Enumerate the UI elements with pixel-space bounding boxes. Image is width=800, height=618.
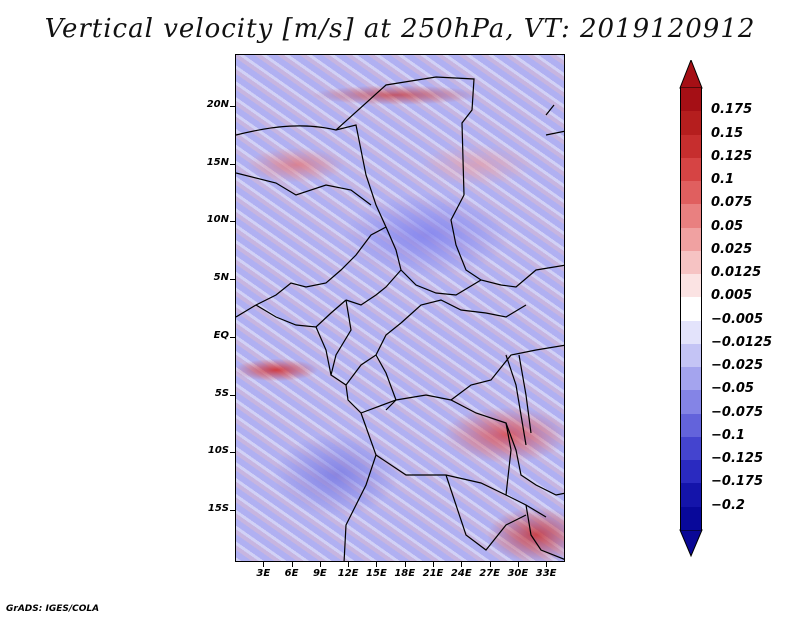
colorbar-swatch — [680, 413, 702, 438]
colorbar-label: −0.125 — [711, 451, 764, 467]
colorbar-label: −0.175 — [711, 474, 764, 490]
lat-tick-label: 15N — [206, 156, 229, 168]
colorbar-label: 0.1 — [711, 172, 735, 188]
lon-tick-mark — [546, 562, 548, 567]
lat-tick-label: 15S — [207, 503, 229, 515]
lon-tick-mark — [263, 562, 265, 567]
lon-tick-mark — [291, 562, 293, 567]
colorbar-swatch — [680, 367, 702, 391]
lat-tick-mark — [230, 394, 235, 396]
colorbar-label: 0.025 — [711, 241, 753, 257]
colorbar-swatch — [680, 436, 702, 461]
lon-tick-mark — [517, 562, 519, 567]
colorbar-swatch — [680, 250, 702, 275]
lat-tick-label: EQ — [213, 329, 229, 341]
colorbar-label: −0.075 — [711, 404, 764, 420]
country-borders — [236, 76, 564, 561]
lon-tick-label: 3E — [256, 568, 271, 579]
colorbar-swatch — [680, 297, 702, 322]
colorbar-swatch — [680, 88, 702, 112]
lon-tick-label: 18E — [394, 568, 416, 579]
colorbar-bottom-arrow — [679, 529, 703, 558]
colorbar-label: −0.0125 — [711, 334, 773, 350]
colorbar-swatch — [680, 460, 702, 484]
lat-tick-label: 5S — [214, 387, 229, 399]
colorbar-swatch — [680, 343, 702, 368]
colorbar-label: 0.075 — [711, 195, 753, 211]
lat-tick-label: 10N — [206, 214, 229, 226]
lon-tick-mark — [404, 562, 406, 567]
lon-tick-label: 27E — [479, 568, 500, 579]
colorbar-swatch — [680, 506, 702, 531]
lon-tick-label: 9E — [312, 568, 327, 579]
colorbar-swatch — [680, 274, 702, 298]
lat-tick-mark — [230, 105, 235, 107]
lon-tick-mark — [433, 562, 434, 567]
lat-tick-mark — [230, 279, 235, 281]
lon-tick-label: 33E — [535, 568, 557, 579]
colorbar-label: −0.025 — [711, 358, 764, 374]
colorbar-label: −0.05 — [711, 381, 754, 397]
lat-tick-mark — [230, 510, 235, 512]
plot-title: Vertical velocity [m/s] at 250hPa, VT: 2… — [44, 14, 756, 44]
colorbar-swatch — [680, 227, 702, 252]
colorbar-label: 0.175 — [711, 102, 753, 118]
lon-tick-label: 12E — [337, 568, 359, 579]
lon-tick-mark — [348, 562, 350, 567]
lon-tick-label: 6E — [284, 568, 299, 579]
lon-tick-mark — [489, 562, 491, 567]
lon-tick-label: 21E — [422, 568, 444, 579]
lat-tick-label: 10S — [207, 445, 229, 457]
lon-tick-label: 30E — [507, 568, 529, 579]
lat-tick-label: 5N — [213, 272, 229, 284]
colorbar-label: 0.05 — [711, 218, 744, 234]
lon-tick-mark — [461, 562, 463, 567]
colorbar-label: −0.2 — [711, 497, 745, 513]
colorbar-arrows — [679, 60, 703, 558]
colorbar-label: 0.15 — [711, 125, 744, 141]
lat-tick-label: 20N — [206, 98, 229, 110]
colorbar-label: 0.005 — [711, 288, 753, 304]
lon-tick-label: 24E — [450, 568, 472, 579]
colorbar-swatch — [680, 390, 702, 415]
colorbar-swatch — [680, 181, 702, 205]
lat-tick-mark — [230, 163, 235, 165]
lon-tick-label: 15E — [366, 568, 387, 579]
colorbar-swatch — [680, 134, 702, 159]
colorbar-swatch — [680, 157, 702, 182]
lon-tick-mark — [376, 562, 378, 567]
colorbar-label: 0.125 — [711, 148, 753, 164]
lat-tick-mark — [230, 336, 235, 338]
lon-tick-mark — [319, 562, 321, 567]
grads-credit: GrADS: IGES/COLA — [6, 604, 100, 614]
lat-tick-mark — [230, 221, 235, 223]
colorbar-swatch — [680, 111, 702, 135]
colorbar-swatch — [680, 483, 702, 508]
colorbar-label: 0.0125 — [711, 265, 762, 281]
colorbar-swatch — [680, 320, 702, 345]
colorbar-label: −0.1 — [711, 427, 745, 443]
lat-tick-mark — [230, 452, 235, 454]
colorbar-top-arrow — [679, 60, 703, 89]
colorbar-swatch — [680, 204, 702, 229]
colorbar-label: −0.005 — [711, 311, 764, 327]
map-panel — [235, 54, 565, 562]
